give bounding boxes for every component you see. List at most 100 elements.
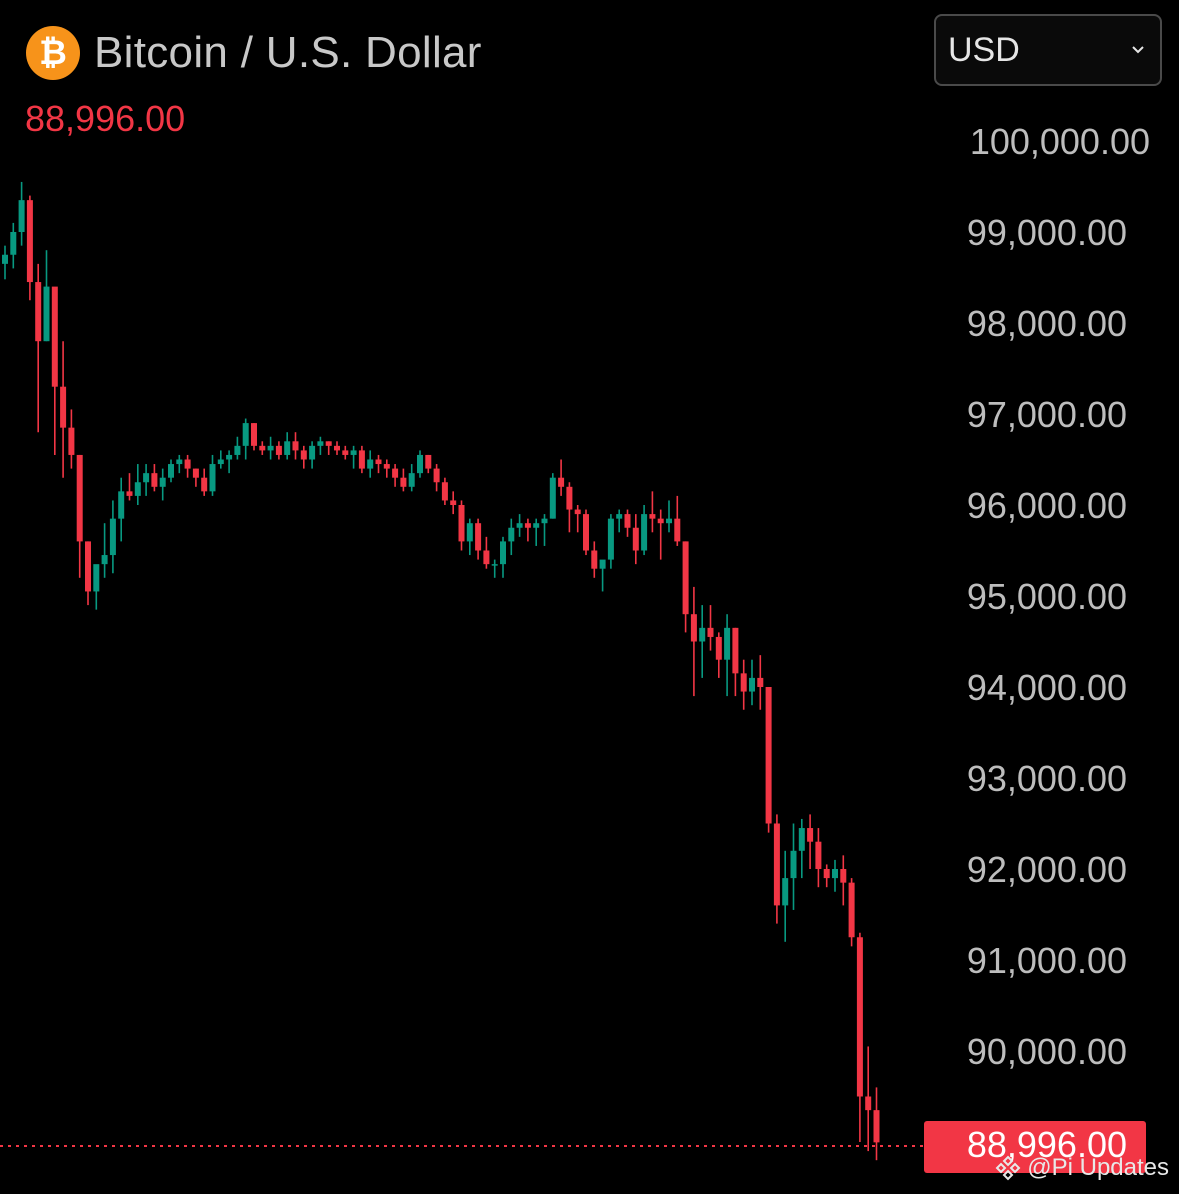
candle-body bbox=[392, 468, 399, 478]
candle-body bbox=[500, 541, 506, 565]
candle-body bbox=[807, 828, 814, 842]
candle-body bbox=[51, 286, 58, 387]
bitcoin-logo-icon: ₿ bbox=[26, 26, 80, 80]
candle-body bbox=[757, 677, 764, 687]
y-tick-label: 97,000.00 bbox=[967, 394, 1127, 435]
candle-body bbox=[101, 555, 108, 565]
candle-body bbox=[217, 459, 224, 465]
candle-body bbox=[599, 559, 606, 569]
candle-body bbox=[441, 482, 448, 501]
candle-body bbox=[458, 505, 465, 542]
y-axis: 100,000.00 99,000.00 98,000.00 97,000.00 96,… bbox=[967, 121, 1150, 1072]
y-tick-label: 93,000.00 bbox=[967, 758, 1127, 799]
candle-body bbox=[682, 541, 689, 615]
candle-body bbox=[417, 454, 423, 474]
candle-body bbox=[176, 459, 183, 465]
candle-body bbox=[201, 477, 208, 492]
chart-header: ₿ Bitcoin / U.S. Dollar bbox=[26, 26, 482, 80]
watermark-text: @Pi Updates bbox=[1027, 1154, 1169, 1181]
candle-body bbox=[666, 518, 672, 524]
currency-value: USD bbox=[948, 30, 1020, 69]
candle-body bbox=[375, 459, 382, 465]
candle-body bbox=[26, 200, 33, 283]
candle-body bbox=[508, 527, 515, 542]
candle-body bbox=[466, 523, 473, 542]
candle-body bbox=[334, 445, 340, 451]
candle-body bbox=[798, 828, 805, 851]
candle-body bbox=[325, 441, 332, 446]
candle-body bbox=[533, 523, 540, 528]
candle-body bbox=[624, 514, 631, 528]
candle-body bbox=[690, 614, 697, 642]
candle-body bbox=[566, 486, 573, 510]
candle-body bbox=[873, 1110, 880, 1143]
candle-body bbox=[76, 454, 83, 542]
candle-body bbox=[856, 937, 863, 1097]
candle-body bbox=[674, 518, 681, 542]
candle-body bbox=[309, 445, 316, 460]
candle-body bbox=[641, 514, 648, 551]
candle-body bbox=[516, 523, 523, 528]
candle-body bbox=[126, 491, 133, 496]
candle-body bbox=[10, 232, 17, 255]
candle-body bbox=[134, 482, 141, 496]
candle-body bbox=[267, 445, 274, 451]
candle-body bbox=[732, 627, 739, 674]
candle-body bbox=[657, 518, 664, 524]
candle-body bbox=[475, 523, 482, 551]
y-tick-label: 95,000.00 bbox=[967, 576, 1127, 617]
candle-body bbox=[60, 386, 67, 428]
candle-body bbox=[342, 450, 349, 455]
y-tick-label: 91,000.00 bbox=[967, 940, 1127, 981]
symbol-title: Bitcoin / U.S. Dollar bbox=[94, 28, 482, 77]
y-tick-label: 90,000.00 bbox=[967, 1031, 1127, 1072]
candle-body bbox=[35, 282, 42, 342]
candle-body bbox=[43, 286, 50, 342]
candle-body bbox=[168, 464, 174, 478]
candle-body bbox=[433, 468, 440, 483]
candle-body bbox=[815, 841, 822, 869]
candle-body bbox=[524, 523, 531, 528]
candle-body bbox=[209, 464, 216, 492]
candle-body bbox=[483, 550, 490, 565]
candle-body bbox=[400, 477, 407, 487]
y-tick-label: 100,000.00 bbox=[970, 121, 1150, 162]
candle-body bbox=[583, 514, 589, 551]
candle-body bbox=[450, 500, 457, 505]
candle-body bbox=[832, 869, 838, 879]
candle-body bbox=[790, 850, 797, 879]
candle-body bbox=[2, 254, 8, 264]
currency-select[interactable]: USD bbox=[934, 14, 1162, 86]
candle-body bbox=[251, 423, 257, 446]
y-tick-label: 96,000.00 bbox=[967, 485, 1127, 526]
watermark: @Pi Updates bbox=[995, 1154, 1169, 1182]
candle-body bbox=[284, 441, 291, 455]
last-price-line: 88,996.00 bbox=[0, 1121, 1146, 1173]
candle-body bbox=[118, 491, 125, 519]
y-tick-label: 94,000.00 bbox=[967, 667, 1127, 708]
candle-body bbox=[242, 423, 249, 446]
candle-body bbox=[408, 473, 415, 487]
bitcoin-symbol: ₿ bbox=[39, 33, 67, 73]
candle-body bbox=[68, 427, 75, 455]
candle-body bbox=[425, 454, 432, 469]
candle-body bbox=[574, 509, 581, 515]
current-price: 88,996.00 bbox=[25, 98, 186, 139]
last-price-label-box bbox=[924, 1121, 1146, 1173]
candle-body bbox=[765, 687, 772, 824]
candle-body bbox=[649, 514, 656, 519]
candle-body bbox=[491, 564, 498, 566]
candle-body bbox=[159, 477, 166, 487]
candle-body bbox=[840, 869, 847, 883]
candle-body bbox=[607, 518, 614, 560]
candle-body bbox=[591, 550, 598, 569]
y-tick-label: 98,000.00 bbox=[967, 303, 1127, 344]
candle-body bbox=[632, 527, 639, 551]
candle-body bbox=[616, 514, 623, 519]
candle-body bbox=[184, 459, 191, 469]
candle-body bbox=[740, 673, 747, 692]
y-tick-label: 92,000.00 bbox=[967, 849, 1127, 890]
candle-body bbox=[85, 541, 91, 592]
candle-body bbox=[234, 445, 241, 455]
